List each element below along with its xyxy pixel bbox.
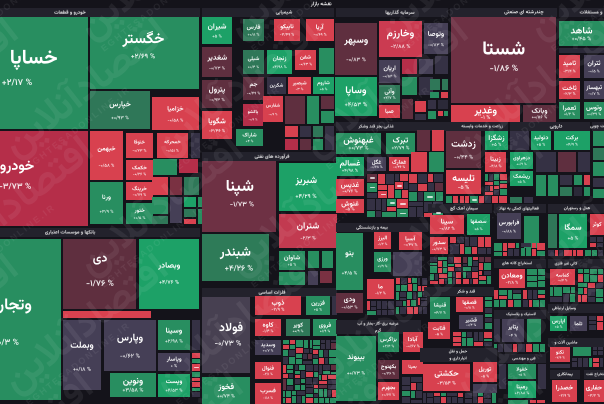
- svg-text:EGHTESADONLINE.IR: EGHTESADONLINE.IR: [0, 202, 57, 290]
